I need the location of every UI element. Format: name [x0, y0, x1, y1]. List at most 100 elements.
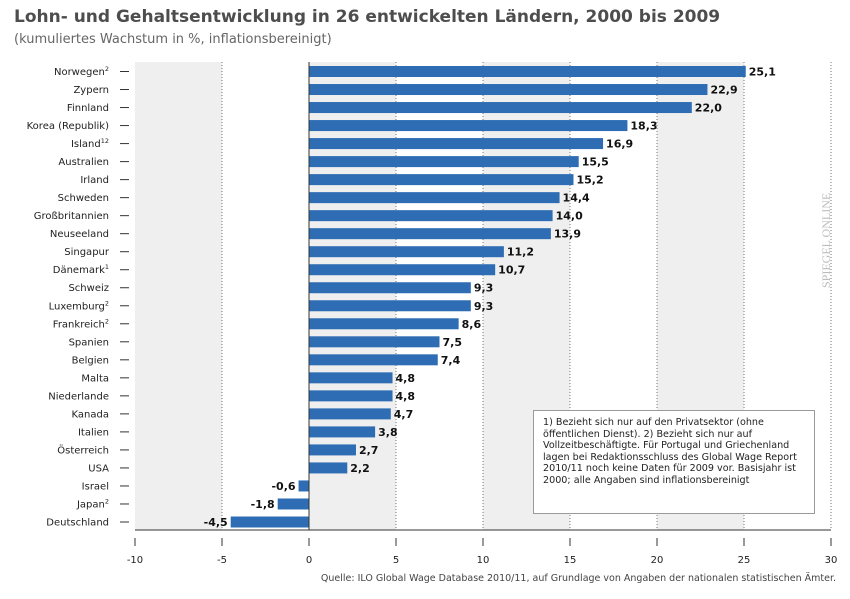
bar	[309, 120, 628, 132]
bar	[309, 84, 708, 96]
x-tick-label: 20	[651, 555, 664, 566]
value-label: 14,4	[563, 192, 590, 205]
category-label: Italien	[78, 427, 109, 438]
category-label: Irland	[80, 175, 109, 186]
bar	[309, 300, 471, 312]
category-label: Schweden	[58, 193, 109, 204]
category-label: Norwegen2	[54, 65, 109, 78]
grid-band	[135, 62, 222, 530]
x-axis: -10 -5 0 5 10 15 20 25 30	[127, 62, 838, 566]
bar	[230, 516, 309, 528]
category-label: Dänemark1	[53, 263, 109, 276]
bar	[309, 282, 471, 294]
footnote-marker: 2	[105, 317, 109, 325]
footnote-marker: 2	[105, 65, 109, 73]
grid-band	[309, 62, 396, 530]
bar	[309, 156, 579, 168]
value-label: -0,6	[271, 480, 295, 493]
value-label: 9,3	[474, 300, 494, 313]
bar	[309, 192, 560, 204]
x-tick-label: 30	[825, 555, 838, 566]
value-label: 15,2	[576, 174, 603, 187]
bar	[277, 498, 309, 510]
value-label: 11,2	[507, 246, 534, 259]
category-label: Deutschland	[46, 518, 109, 529]
value-label: 16,9	[606, 138, 633, 151]
category-label: Finnland	[67, 103, 109, 114]
footnote-box: 1) Bezieht sich nur auf den Privatsektor…	[533, 410, 815, 514]
value-label: -4,5	[204, 516, 228, 529]
category-label: Singapur	[64, 247, 110, 258]
value-label: 7,5	[443, 336, 463, 349]
bar	[309, 318, 459, 330]
bar	[309, 408, 391, 420]
bar	[309, 426, 376, 438]
value-labels: 25,1 22,9 22,0 18,3 16,9 15,5 15,2 14,4 14,0 13,9…	[204, 66, 776, 530]
bar	[309, 66, 746, 77]
value-label: 22,9	[710, 84, 737, 97]
bar	[309, 138, 604, 150]
bar	[309, 102, 692, 114]
bars	[230, 66, 746, 528]
background-bands	[135, 62, 744, 530]
category-label: Frankreich2	[53, 317, 109, 330]
bar	[309, 264, 496, 276]
category-label: Schweiz	[68, 283, 109, 294]
category-label: Niederlande	[48, 391, 109, 402]
bar	[309, 462, 348, 474]
x-tick-label: -5	[217, 555, 227, 566]
chart-subtitle: (kumuliertes Wachstum in %, inflationsbe…	[14, 32, 332, 47]
value-label: 18,3	[630, 120, 657, 133]
value-label: 2,2	[350, 462, 370, 475]
footnote-marker: 1	[105, 263, 109, 271]
value-label: 4,8	[396, 372, 416, 385]
value-label: 9,3	[474, 282, 494, 295]
category-label: Österreich	[57, 443, 109, 456]
value-label: 15,5	[582, 156, 609, 169]
bar	[309, 228, 551, 240]
value-label: 8,6	[462, 318, 482, 331]
category-label: Korea (Republik)	[27, 121, 109, 132]
category-label: Malta	[81, 373, 109, 384]
chart-title: Lohn- und Gehaltsentwicklung in 26 entwi…	[14, 7, 721, 27]
category-label: Island12	[71, 137, 109, 150]
footnote-marker: 2	[105, 497, 109, 505]
category-label: Neuseeland	[50, 229, 109, 240]
bar	[309, 210, 553, 222]
category-label: Großbritannien	[34, 211, 109, 222]
value-label: 4,7	[394, 408, 414, 421]
bar	[309, 336, 440, 348]
value-label: 7,4	[441, 354, 461, 367]
value-label: 10,7	[498, 264, 525, 277]
source-note: Quelle: ILO Global Wage Database 2010/11…	[320, 573, 836, 584]
bar	[309, 246, 504, 258]
bar	[309, 174, 574, 186]
x-tick-label: 5	[393, 555, 399, 566]
category-label: Israel	[82, 481, 109, 492]
x-tick-label: 10	[477, 555, 490, 566]
value-label: 3,8	[378, 426, 398, 439]
category-labels: Norwegen2 Zypern Finnland Korea (Republik) I…	[27, 65, 129, 529]
bar	[309, 372, 393, 384]
category-label: Luxemburg2	[49, 299, 109, 312]
bar	[309, 354, 438, 366]
value-label: 4,8	[396, 390, 416, 403]
footnote-marker: 12	[101, 137, 109, 145]
value-label: 2,7	[359, 444, 379, 457]
spiegel-online-logo: SPIEGEL ONLINE	[819, 193, 833, 288]
category-label: Japan2	[76, 497, 109, 510]
category-label: Spanien	[69, 337, 109, 348]
bar	[309, 444, 356, 456]
x-tick-label: -10	[127, 555, 143, 566]
category-label: USA	[88, 463, 109, 474]
value-label: 22,0	[695, 102, 722, 115]
bar	[298, 480, 309, 492]
value-label: 25,1	[749, 66, 776, 79]
value-label: 14,0	[556, 210, 583, 223]
value-label: -1,8	[251, 498, 275, 511]
bar	[309, 390, 393, 402]
value-label: 13,9	[554, 228, 581, 241]
x-tick-label: 25	[738, 555, 751, 566]
footnote-marker: 2	[105, 299, 109, 307]
